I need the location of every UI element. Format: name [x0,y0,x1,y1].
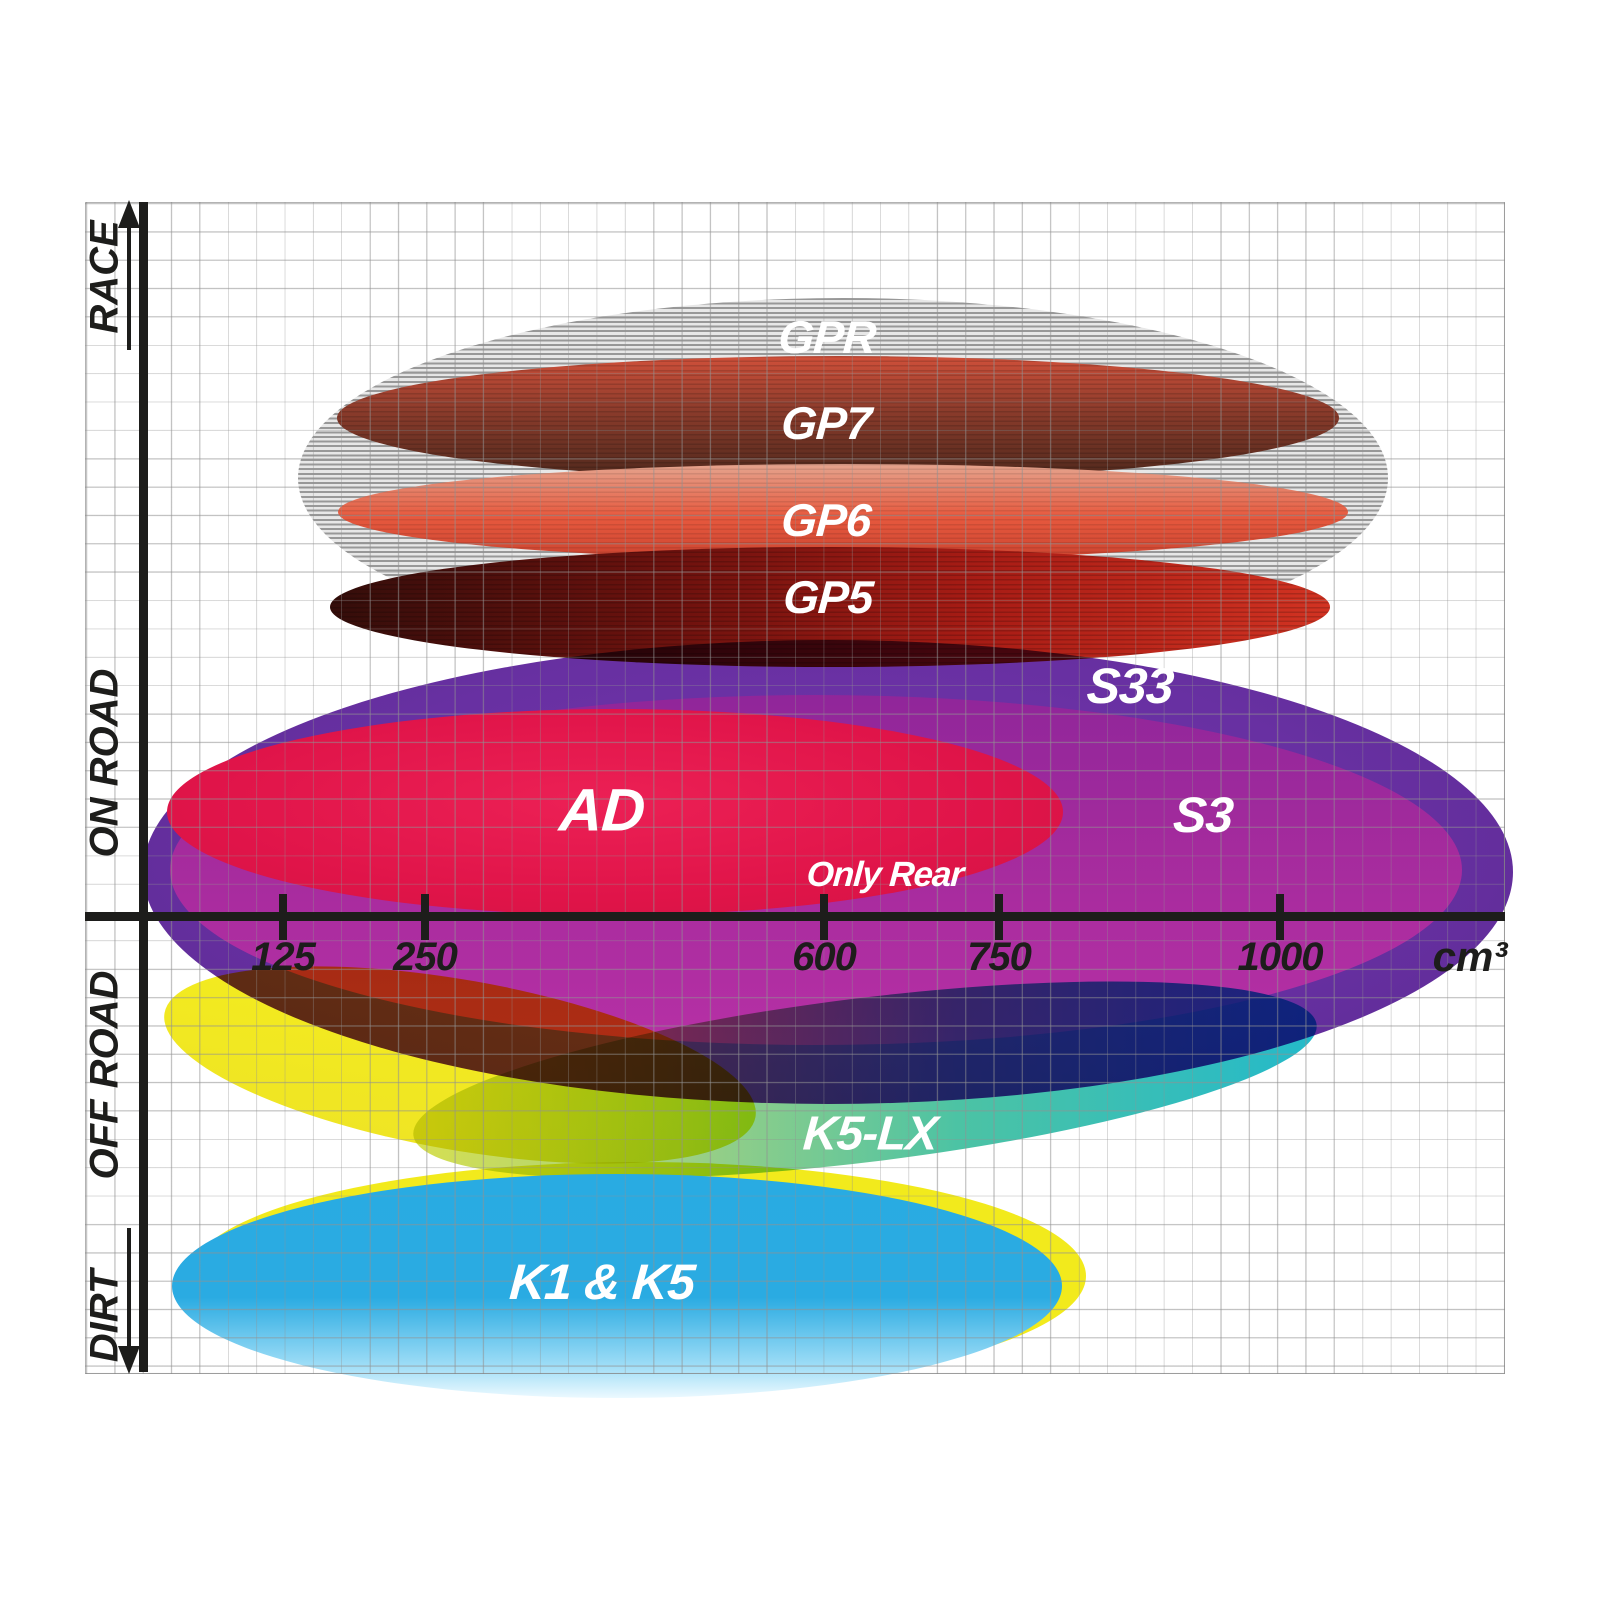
label-k5lx: K5-LX [801,1107,939,1161]
x-tick-250 [421,894,429,940]
race-arrow-up-icon [118,200,140,228]
zone-label-on-road: ON ROAD [82,668,127,858]
zone-label-off-road: OFF ROAD [82,970,127,1180]
label-gpr: GPR [776,311,878,363]
x-tick-label-125: 125 [251,935,316,979]
label-k1k5: K1 & K5 [507,1254,697,1310]
label-gp7: GP7 [779,397,873,449]
x-tick-750 [995,894,1003,940]
x-tick-label-600: 600 [792,935,857,979]
label-gp6: GP6 [779,494,873,546]
x-tick-125 [279,894,287,940]
label-s33: S33 [1085,658,1175,714]
zone-label-race: RACE [82,220,127,334]
x-tick-label-1000: 1000 [1237,935,1324,979]
race-arrow-shaft [127,228,131,350]
label-ad: AD [557,776,647,844]
annotation-only-rear: Only Rear [805,855,965,894]
x-axis-unit-label: cm³ [1432,933,1508,980]
label-s3: S3 [1171,787,1235,843]
dirt-arrow-down-icon [118,1346,140,1374]
x-tick-label-750: 750 [967,935,1032,979]
x-tick-600 [820,894,828,940]
x-axis-line [85,912,1505,921]
x-tick-1000 [1276,894,1284,940]
y-axis-line [139,202,148,1372]
x-tick-label-250: 250 [393,935,458,979]
dirt-arrow-shaft [127,1228,131,1348]
label-gp5: GP5 [781,571,875,623]
